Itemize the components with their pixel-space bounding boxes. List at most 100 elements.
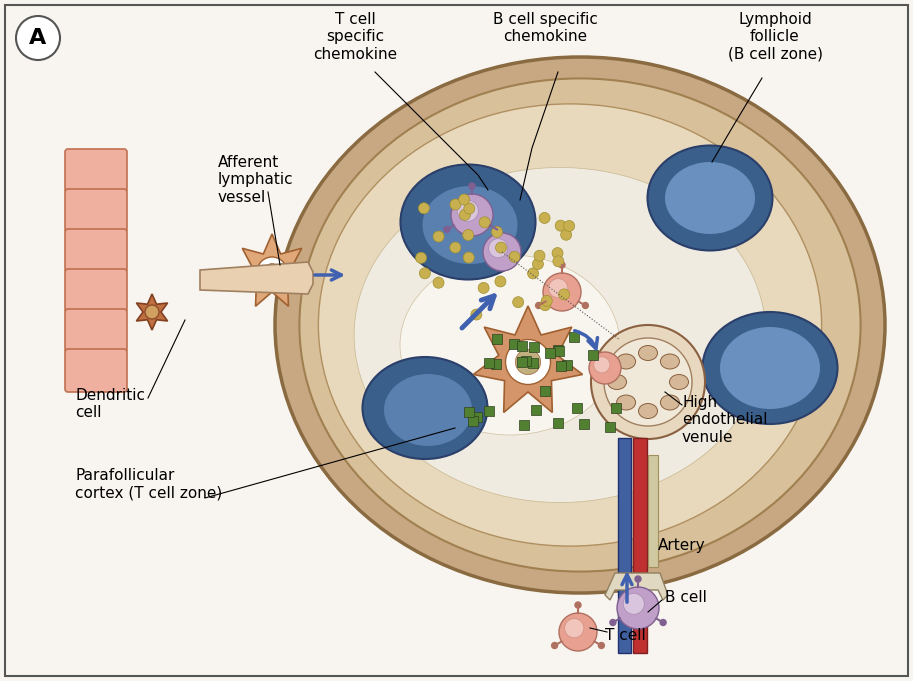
Ellipse shape: [638, 345, 657, 360]
FancyBboxPatch shape: [65, 309, 127, 352]
Bar: [509, 339, 519, 349]
Ellipse shape: [362, 357, 488, 459]
Circle shape: [458, 194, 469, 205]
Circle shape: [536, 302, 541, 308]
Circle shape: [617, 587, 659, 629]
Circle shape: [549, 279, 568, 298]
Circle shape: [561, 229, 572, 240]
Circle shape: [610, 620, 616, 626]
Bar: [517, 357, 527, 366]
Circle shape: [464, 203, 475, 214]
Bar: [468, 416, 478, 426]
Polygon shape: [474, 306, 582, 413]
Ellipse shape: [354, 168, 766, 503]
Text: Lymphoid
follicle
(B cell zone): Lymphoid follicle (B cell zone): [728, 12, 823, 62]
Ellipse shape: [660, 354, 679, 369]
Text: T cell: T cell: [605, 627, 645, 642]
Text: T cell
specific
chemokine: T cell specific chemokine: [313, 12, 397, 62]
FancyBboxPatch shape: [65, 349, 127, 392]
Ellipse shape: [647, 146, 772, 251]
Circle shape: [604, 338, 692, 426]
Circle shape: [589, 352, 621, 384]
Ellipse shape: [384, 374, 472, 446]
Bar: [618, 573, 631, 653]
Circle shape: [451, 194, 493, 236]
Circle shape: [469, 183, 475, 189]
Polygon shape: [235, 234, 309, 306]
Ellipse shape: [400, 255, 620, 435]
Bar: [484, 358, 494, 368]
Circle shape: [635, 576, 641, 582]
Circle shape: [457, 200, 478, 221]
Ellipse shape: [665, 162, 755, 234]
Circle shape: [450, 199, 461, 210]
Bar: [529, 342, 539, 351]
Circle shape: [506, 340, 551, 385]
Circle shape: [540, 300, 551, 311]
Circle shape: [534, 250, 545, 262]
Text: B cell: B cell: [665, 590, 707, 605]
Circle shape: [559, 613, 597, 651]
Circle shape: [582, 302, 588, 308]
Circle shape: [463, 229, 474, 240]
Circle shape: [575, 602, 581, 608]
Text: Artery: Artery: [658, 538, 706, 553]
Text: High
endothelial
venule: High endothelial venule: [682, 395, 768, 445]
Circle shape: [563, 221, 574, 232]
Bar: [519, 420, 530, 430]
Circle shape: [479, 217, 490, 228]
Circle shape: [419, 268, 430, 279]
Bar: [557, 362, 566, 371]
Bar: [484, 406, 494, 416]
Circle shape: [488, 239, 508, 257]
Circle shape: [551, 642, 558, 648]
Text: Dendritic
cell: Dendritic cell: [75, 388, 145, 420]
Bar: [579, 419, 589, 429]
Circle shape: [478, 283, 489, 294]
Ellipse shape: [669, 375, 688, 390]
Text: Afferent
lymphatic
vessel: Afferent lymphatic vessel: [218, 155, 294, 205]
Bar: [492, 334, 502, 345]
Bar: [531, 405, 541, 415]
FancyBboxPatch shape: [5, 5, 908, 676]
Circle shape: [16, 16, 60, 60]
Bar: [633, 573, 647, 653]
Polygon shape: [605, 573, 668, 600]
Ellipse shape: [616, 395, 635, 410]
Bar: [540, 386, 551, 396]
Bar: [545, 347, 555, 358]
Ellipse shape: [299, 78, 861, 571]
Circle shape: [555, 220, 566, 231]
Circle shape: [450, 242, 461, 253]
Ellipse shape: [401, 165, 536, 279]
Bar: [611, 403, 621, 413]
Ellipse shape: [616, 354, 635, 369]
Bar: [554, 346, 564, 356]
Circle shape: [433, 277, 444, 288]
Circle shape: [598, 642, 604, 648]
Bar: [552, 345, 562, 355]
Ellipse shape: [607, 375, 626, 390]
Bar: [633, 438, 647, 573]
Circle shape: [491, 227, 502, 238]
FancyBboxPatch shape: [65, 269, 127, 312]
Bar: [569, 332, 579, 342]
Circle shape: [532, 259, 543, 270]
Bar: [464, 407, 474, 417]
FancyBboxPatch shape: [65, 229, 127, 272]
Circle shape: [257, 257, 287, 287]
Circle shape: [433, 231, 444, 242]
Circle shape: [559, 289, 570, 300]
Circle shape: [528, 268, 539, 279]
Circle shape: [444, 227, 450, 232]
Bar: [490, 359, 500, 369]
Circle shape: [483, 233, 521, 271]
Bar: [552, 417, 562, 428]
Circle shape: [552, 248, 563, 259]
Text: B cell specific
chemokine: B cell specific chemokine: [492, 12, 597, 44]
Text: Parafollicular
cortex (T cell zone): Parafollicular cortex (T cell zone): [75, 468, 222, 501]
Circle shape: [471, 309, 482, 320]
Bar: [528, 358, 538, 368]
Circle shape: [495, 276, 506, 287]
Bar: [472, 412, 482, 422]
